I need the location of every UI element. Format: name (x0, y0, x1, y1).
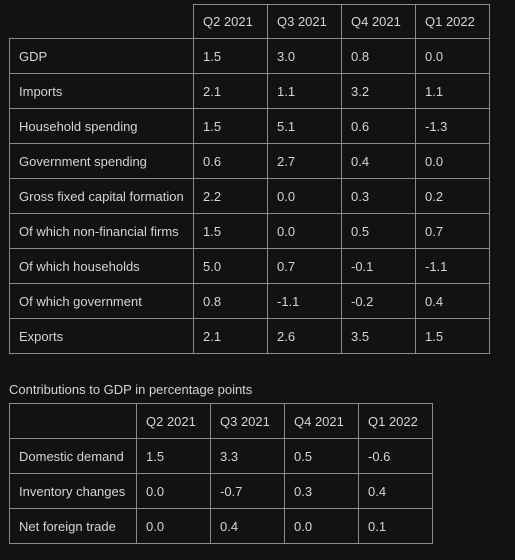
table-cell: -0.1 (341, 248, 416, 284)
table-cell: 0.3 (341, 178, 416, 214)
table-cell: 0.7 (415, 213, 490, 249)
table-cell: 0.0 (415, 143, 490, 179)
table-cell: 0.2 (415, 178, 490, 214)
column-header-q1-2022: Q1 2022 (358, 403, 433, 439)
table-row: GDP 1.5 3.0 0.8 0.0 (9, 38, 490, 74)
table-row: Domestic demand 1.5 3.3 0.5 -0.6 (9, 438, 433, 474)
table-cell: 0.4 (341, 143, 416, 179)
table-row: Government spending 0.6 2.7 0.4 0.0 (9, 143, 490, 179)
column-header-q2-2021: Q2 2021 (193, 4, 268, 39)
table-row: Gross fixed capital formation 2.2 0.0 0.… (9, 178, 490, 214)
row-label: Of which non-financial firms (9, 213, 194, 249)
row-label: Inventory changes (9, 473, 137, 509)
table-cell: 3.2 (341, 73, 416, 109)
table-cell: 2.7 (267, 143, 342, 179)
table-cell: 1.1 (415, 73, 490, 109)
table-cell: -0.7 (210, 473, 285, 509)
table-cell: 0.0 (267, 178, 342, 214)
row-label: Government spending (9, 143, 194, 179)
table-cell: 1.5 (193, 108, 268, 144)
table-header-row: Q2 2021 Q3 2021 Q4 2021 Q1 2022 (9, 403, 433, 439)
contributions-caption: Contributions to GDP in percentage point… (9, 382, 253, 397)
table-cell: 2.1 (193, 318, 268, 354)
column-header-q4-2021: Q4 2021 (284, 403, 359, 439)
column-header-q3-2021: Q3 2021 (267, 4, 342, 39)
table-cell: 0.5 (341, 213, 416, 249)
row-label: Of which households (9, 248, 194, 284)
table-cell: 3.0 (267, 38, 342, 74)
table-cell: 0.4 (358, 473, 433, 509)
table-cell: 5.1 (267, 108, 342, 144)
table-row: Of which households 5.0 0.7 -0.1 -1.1 (9, 248, 490, 284)
column-header-q2-2021: Q2 2021 (136, 403, 211, 439)
gdp-contributions-table: Q2 2021 Q3 2021 Q4 2021 Q1 2022 Domestic… (9, 403, 433, 544)
table-cell: 0.3 (284, 473, 359, 509)
table-cell: -1.3 (415, 108, 490, 144)
table-row: Of which government 0.8 -1.1 -0.2 0.4 (9, 283, 490, 319)
table-cell: 1.5 (193, 38, 268, 74)
table-cell: 2.2 (193, 178, 268, 214)
table-cell: 1.1 (267, 73, 342, 109)
table-cell: 5.0 (193, 248, 268, 284)
table-cell: 0.0 (136, 508, 211, 544)
table-cell: 3.5 (341, 318, 416, 354)
table-cell: -0.2 (341, 283, 416, 319)
column-header-q3-2021: Q3 2021 (210, 403, 285, 439)
table-cell: 0.0 (136, 473, 211, 509)
table-cell: -1.1 (267, 283, 342, 319)
table-row: Exports 2.1 2.6 3.5 1.5 (9, 318, 490, 354)
row-label: Net foreign trade (9, 508, 137, 544)
row-label: Imports (9, 73, 194, 109)
row-label: Exports (9, 318, 194, 354)
table-cell: -0.6 (358, 438, 433, 474)
table-cell: 0.7 (267, 248, 342, 284)
table-cell: 0.5 (284, 438, 359, 474)
table-cell: 3.3 (210, 438, 285, 474)
row-label: GDP (9, 38, 194, 74)
table-cell: 0.8 (193, 283, 268, 319)
gdp-growth-table: Q2 2021 Q3 2021 Q4 2021 Q1 2022 GDP 1.5 … (9, 4, 490, 354)
table-header-row: Q2 2021 Q3 2021 Q4 2021 Q1 2022 (9, 4, 490, 39)
header-corner-cell (9, 4, 194, 39)
column-header-q1-2022: Q1 2022 (415, 4, 490, 39)
table-cell: 0.6 (341, 108, 416, 144)
table-cell: 0.4 (415, 283, 490, 319)
row-label: Of which government (9, 283, 194, 319)
row-label: Household spending (9, 108, 194, 144)
table-cell: 0.0 (284, 508, 359, 544)
header-corner-cell (9, 403, 137, 439)
table-cell: 1.5 (193, 213, 268, 249)
table-cell: 0.0 (415, 38, 490, 74)
table-cell: 0.6 (193, 143, 268, 179)
table-cell: 0.1 (358, 508, 433, 544)
table-cell: -1.1 (415, 248, 490, 284)
table-cell: 0.0 (267, 213, 342, 249)
row-label: Domestic demand (9, 438, 137, 474)
row-label: Gross fixed capital formation (9, 178, 194, 214)
table-row: Inventory changes 0.0 -0.7 0.3 0.4 (9, 473, 433, 509)
table-cell: 2.6 (267, 318, 342, 354)
table-cell: 2.1 (193, 73, 268, 109)
table-row: Imports 2.1 1.1 3.2 1.1 (9, 73, 490, 109)
column-header-q4-2021: Q4 2021 (341, 4, 416, 39)
table-row: Of which non-financial firms 1.5 0.0 0.5… (9, 213, 490, 249)
table-cell: 0.4 (210, 508, 285, 544)
table-cell: 1.5 (136, 438, 211, 474)
table-cell: 1.5 (415, 318, 490, 354)
table-row: Net foreign trade 0.0 0.4 0.0 0.1 (9, 508, 433, 544)
table-cell: 0.8 (341, 38, 416, 74)
table-row: Household spending 1.5 5.1 0.6 -1.3 (9, 108, 490, 144)
